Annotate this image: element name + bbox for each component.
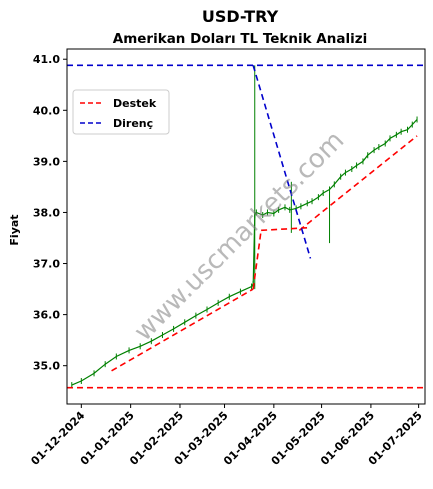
support-line	[261, 226, 308, 232]
watermark: www.uscmarkets.com	[128, 125, 350, 347]
support-line	[298, 135, 418, 231]
plot-area	[67, 64, 425, 389]
y-axis-label: Fiyat	[8, 214, 21, 245]
chart-title: USD-TRY	[202, 7, 279, 26]
y-tick-label: 36.0	[33, 309, 60, 322]
y-tick-label: 38.0	[33, 206, 60, 219]
y-axis: 35.0 36.0 37.0 38.0 39.0 40.0 41.0	[33, 53, 67, 373]
chart-subtitle: Amerikan Doları TL Teknik Analizi	[113, 31, 367, 47]
y-tick-label: 39.0	[33, 155, 60, 168]
plot-frame	[66, 48, 426, 405]
legend-label-destek: Destek	[113, 97, 157, 110]
resistance-line	[252, 65, 312, 259]
y-tick-label: 35.0	[33, 360, 60, 373]
x-axis: 01-12-202401-01-202501-02-202501-03-2025…	[28, 404, 425, 468]
y-tick-label: 40.0	[33, 104, 60, 117]
y-tick-label: 37.0	[33, 258, 60, 271]
support-line	[111, 288, 254, 372]
legend: Destek Direnç	[72, 89, 170, 135]
y-tick-label: 41.0	[33, 53, 60, 66]
legend-label-direnc: Direnç	[113, 117, 153, 130]
